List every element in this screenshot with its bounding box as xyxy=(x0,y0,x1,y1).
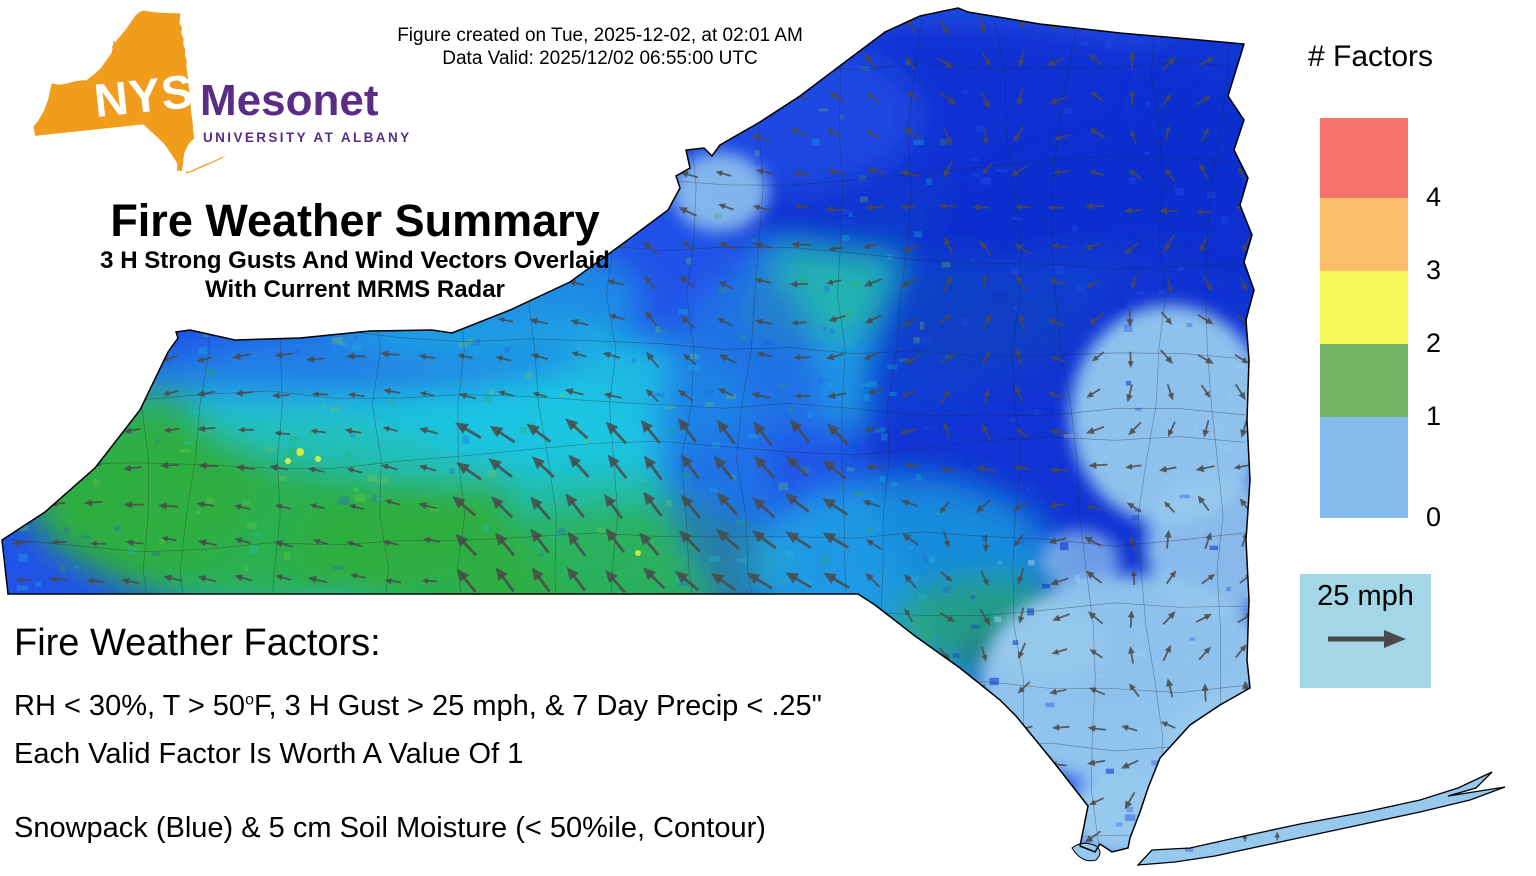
data-valid-timestamp: Data Valid: 2025/12/02 06:55:00 UTC xyxy=(442,48,758,69)
subtitle-line-2: With Current MRMS Radar xyxy=(205,276,505,303)
logo-university-text: UNIVERSITY AT ALBANY xyxy=(203,130,412,145)
radar-yellow-specks xyxy=(285,448,641,556)
legend-swatch-2 xyxy=(1320,271,1408,344)
logo-nys-text: NYS xyxy=(91,63,197,128)
figure-timestamps: Figure created on Tue, 2025-12-02, at 02… xyxy=(320,24,880,70)
factors-value-line: Each Valid Factor Is Worth A Value Of 1 xyxy=(14,738,524,770)
legend-swatch-1 xyxy=(1320,344,1408,417)
wind-vector-scale: 25 mph xyxy=(1300,574,1431,688)
legend-label-2: 2 xyxy=(1426,328,1442,358)
wind-scale-arrow-icon xyxy=(1327,630,1406,648)
factors-heading: Fire Weather Factors: xyxy=(14,622,381,664)
legend-label-3: 3 xyxy=(1426,255,1442,285)
created-timestamp: Figure created on Tue, 2025-12-02, at 02… xyxy=(397,25,803,46)
factors-color-legend xyxy=(1320,118,1408,518)
legend-swatch-0 xyxy=(1320,417,1408,518)
snowpack-soil-line: Snowpack (Blue) & 5 cm Soil Moisture (< … xyxy=(14,812,766,844)
degree-superscript: o xyxy=(245,691,254,709)
legend-label-0: 0 xyxy=(1426,502,1442,532)
legend-label-4: 4 xyxy=(1426,182,1442,212)
wind-scale-label: 25 mph xyxy=(1317,580,1414,612)
legend-swatch-4 xyxy=(1320,118,1408,198)
logo-mesonet-text: Mesonet xyxy=(200,76,379,125)
subtitle-line-1: 3 H Strong Gusts And Wind Vectors Overla… xyxy=(100,247,610,274)
title-block: Fire Weather Summary 3 H Strong Gusts An… xyxy=(10,196,700,304)
legend-swatch-3 xyxy=(1320,198,1408,271)
page-title: Fire Weather Summary xyxy=(110,195,600,246)
nys-mesonet-logo: NYS Mesonet UNIVERSITY AT ALBANY xyxy=(21,4,442,191)
factors-criteria-line: RH < 30%, T > 50oF, 3 H Gust > 25 mph, &… xyxy=(14,690,822,722)
legend-label-1: 1 xyxy=(1426,401,1442,431)
legend-title: # Factors xyxy=(1308,40,1434,73)
